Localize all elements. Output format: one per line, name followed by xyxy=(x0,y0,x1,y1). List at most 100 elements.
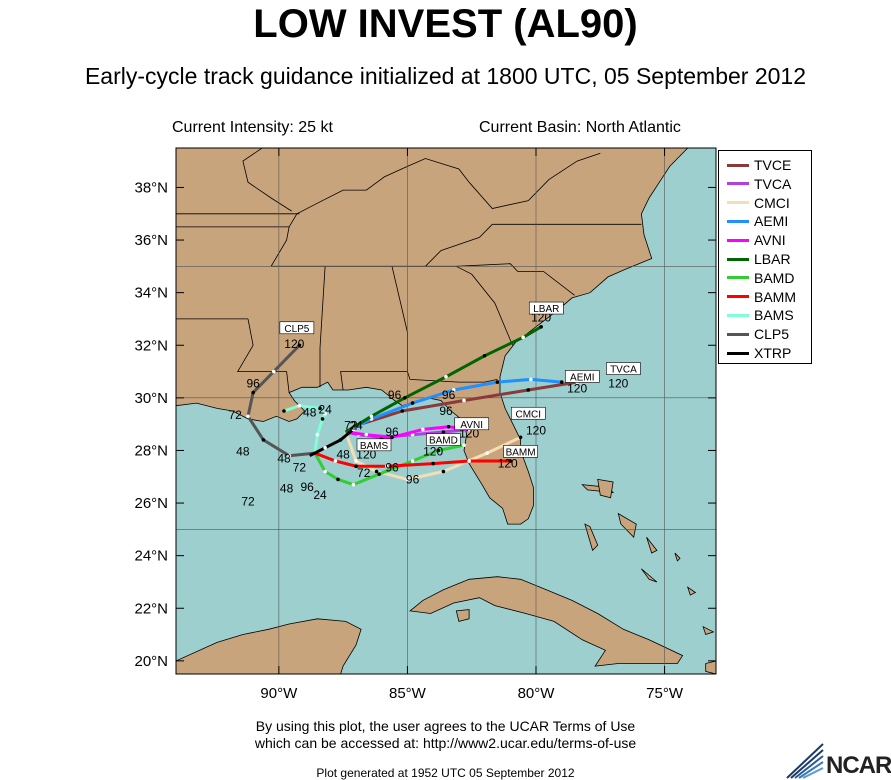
legend-swatch xyxy=(727,313,749,317)
land-hispaniola xyxy=(705,660,716,674)
track-point xyxy=(410,401,415,405)
model-label-box xyxy=(606,362,641,375)
legend-swatch xyxy=(727,182,749,186)
track-point xyxy=(297,343,302,348)
state-border xyxy=(288,158,470,228)
track-point xyxy=(421,427,425,432)
track-point xyxy=(410,459,415,463)
land-bahamas-island xyxy=(674,552,681,562)
legend-item-bams: BAMS xyxy=(727,305,794,325)
forecast-hour-label: 72 xyxy=(344,418,358,432)
track-point xyxy=(441,430,446,434)
lat-tick-label: 34°N xyxy=(134,285,168,302)
model-label: CMCI xyxy=(516,409,542,420)
track-point xyxy=(351,427,356,432)
model-label: AEMI xyxy=(570,372,594,383)
forecast-hour-label: 96 xyxy=(388,388,402,402)
legend-label: XTRP xyxy=(754,345,792,361)
lon-tick-label: 75°W xyxy=(646,685,684,702)
forecast-hour-label: 72 xyxy=(241,495,255,509)
current-basin: Current Basin: North Atlantic xyxy=(479,119,681,136)
state-border xyxy=(468,152,601,209)
land-bahamas-island xyxy=(597,478,614,499)
track-avni xyxy=(345,425,470,439)
land-isle-of-youth xyxy=(455,609,470,622)
legend-item-aemi: AEMI xyxy=(727,211,788,231)
legend-label: CLP5 xyxy=(754,326,790,343)
forecast-hour-label: 24 xyxy=(318,403,332,417)
track-point xyxy=(282,409,286,413)
model-label-box xyxy=(356,438,392,452)
track-point xyxy=(315,432,320,437)
track-point xyxy=(451,388,456,392)
legend: TVCE TVCA CMCI AEMI AVNI LBAR BAMD BAMM BAMS CLP5… xyxy=(718,150,812,364)
track-point xyxy=(323,411,327,416)
legend-label: TVCA xyxy=(754,175,792,192)
land-bahamas-island xyxy=(646,536,658,554)
forecast-hour-label: 120 xyxy=(284,337,304,351)
track-point xyxy=(482,353,487,358)
track-point xyxy=(323,469,327,474)
legend-swatch xyxy=(727,257,749,261)
legend-label: CMCI xyxy=(754,194,790,211)
land-bahamas-island xyxy=(617,512,637,539)
forecast-hour-label: 24 xyxy=(349,418,363,432)
legend-swatch xyxy=(727,201,749,205)
legend-item-lbar: LBAR xyxy=(727,249,791,269)
model-label-box xyxy=(279,321,315,335)
legend-item-bamm: BAMM xyxy=(727,287,796,307)
lat-tick-label: 28°N xyxy=(134,442,168,459)
track-point xyxy=(369,414,374,419)
track-point xyxy=(271,369,276,374)
legend-swatch xyxy=(727,351,749,355)
legend-item-tvce: TVCE xyxy=(727,155,791,175)
forecast-hour-label: 48 xyxy=(277,451,291,465)
lat-tick-label: 36°N xyxy=(134,232,168,249)
model-label: TVCA xyxy=(610,365,637,376)
track-point xyxy=(495,380,500,384)
lon-tick-label: 80°W xyxy=(518,685,556,702)
track-point xyxy=(559,380,564,384)
track-point xyxy=(403,396,407,400)
legend-swatch xyxy=(727,238,749,242)
forecast-hour-label: 96 xyxy=(246,376,260,390)
track-point xyxy=(287,453,291,458)
forecast-hour-label: 48 xyxy=(336,447,350,461)
generated-timestamp: Plot generated at 1952 UTC 05 September … xyxy=(316,766,575,780)
track-point xyxy=(364,432,369,437)
land-bahamas-island xyxy=(686,586,697,596)
forecast-hour-label: 120 xyxy=(567,382,587,396)
land-yucatan xyxy=(176,618,362,674)
land-bahamas-island xyxy=(702,625,715,636)
model-label: BAMM xyxy=(506,447,536,458)
state-border xyxy=(237,318,290,393)
legend-label: BAMM xyxy=(754,288,796,305)
forecast-hour-label: 120 xyxy=(498,457,518,471)
legend-label: BAMD xyxy=(754,269,795,286)
page-title: LOW INVEST (AL90) xyxy=(253,2,638,46)
lat-tick-label: 30°N xyxy=(134,390,168,407)
state-border xyxy=(319,266,326,388)
track-point xyxy=(436,448,441,453)
forecast-hour-label: 120 xyxy=(608,376,628,390)
legend-label: AEMI xyxy=(754,213,789,230)
track-point xyxy=(261,438,266,442)
track-point xyxy=(251,390,255,395)
track-xtrp xyxy=(309,428,355,458)
legend-item-cmci: CMCI xyxy=(727,193,790,213)
legend-swatch xyxy=(727,276,749,280)
forecast-hour-label: 96 xyxy=(406,472,420,486)
ncar-logo-text: NCAR xyxy=(826,752,891,779)
forecast-hour-label: 48 xyxy=(236,445,250,459)
land-usa xyxy=(176,148,689,525)
model-label: LBAR xyxy=(533,304,559,315)
track-point xyxy=(377,472,381,476)
legend-item-bamd: BAMD xyxy=(727,268,794,288)
track-point xyxy=(462,398,466,403)
track-point xyxy=(462,443,466,447)
land-cuba xyxy=(409,576,684,667)
lat-tick-label: 20°N xyxy=(134,653,168,670)
track-point xyxy=(374,469,379,474)
model-label: BAMS xyxy=(360,441,389,452)
